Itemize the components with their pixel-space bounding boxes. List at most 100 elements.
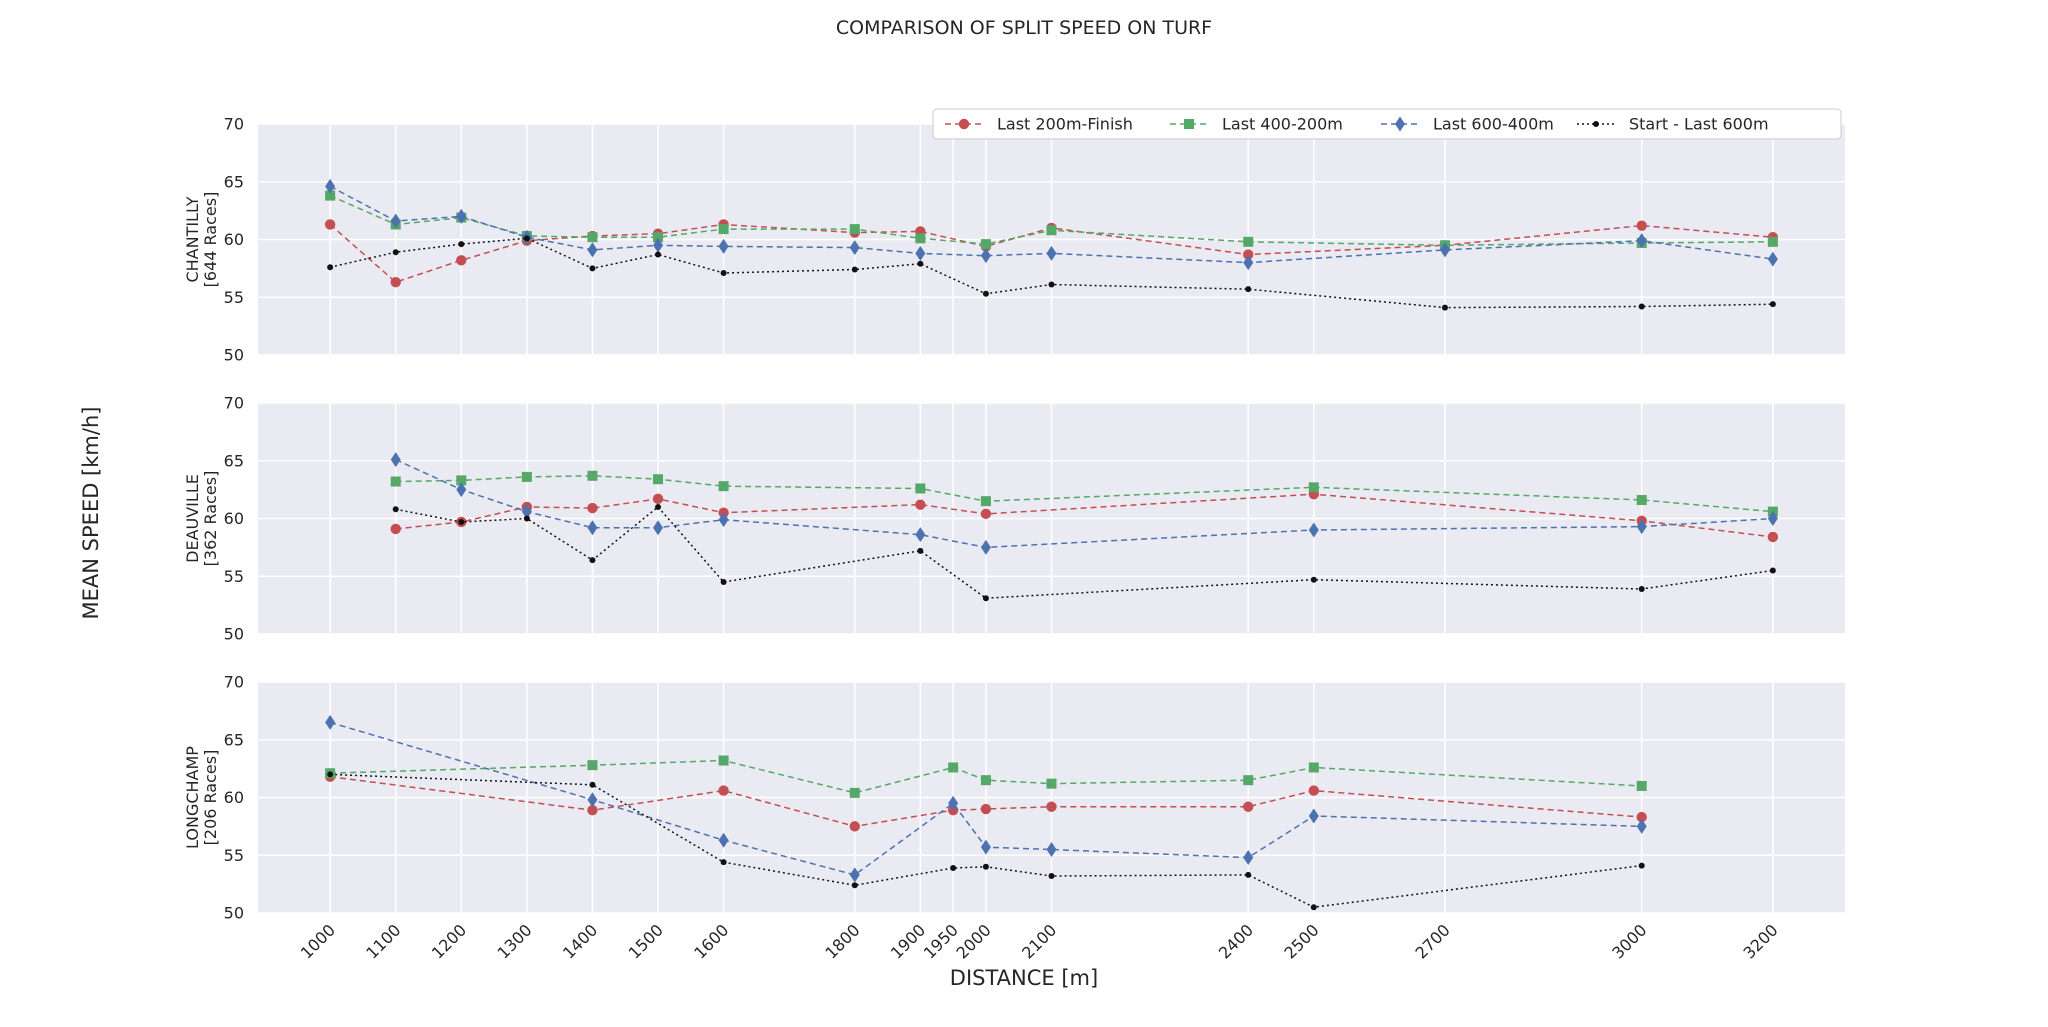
data-point <box>982 595 989 602</box>
data-point <box>325 178 336 194</box>
data-point <box>980 839 991 855</box>
data-point <box>1767 511 1778 526</box>
data-point <box>1308 808 1319 824</box>
data-point <box>849 821 860 832</box>
y-tick-label: 65 <box>224 172 244 191</box>
x-tick-label: 2500 <box>1280 920 1322 962</box>
data-point <box>1636 495 1647 506</box>
data-point <box>1243 236 1254 247</box>
x-tick-label: 1900 <box>887 920 929 962</box>
x-tick-label: 1300 <box>493 920 535 962</box>
data-point <box>1767 251 1778 267</box>
data-point <box>1243 850 1254 866</box>
data-point <box>587 760 598 771</box>
data-point <box>980 239 991 250</box>
data-point <box>587 520 598 536</box>
data-point <box>950 864 957 871</box>
data-point <box>980 803 992 815</box>
data-point <box>980 248 991 264</box>
legend-label: Last 200m-Finish <box>997 115 1133 134</box>
data-point <box>849 240 860 256</box>
y-tick-label: 60 <box>224 230 244 249</box>
data-point <box>1308 522 1319 538</box>
data-point <box>521 504 532 520</box>
x-tick-label: 1200 <box>428 920 470 962</box>
data-point <box>327 264 334 271</box>
data-point <box>720 269 727 276</box>
data-point <box>1046 778 1057 789</box>
data-point <box>390 523 401 535</box>
series-line <box>330 773 1642 908</box>
legend: Last 200m-Finish Last 400-200m Last 600-40… <box>932 108 1842 140</box>
data-point <box>1048 873 1055 880</box>
legend-marker <box>1593 121 1599 127</box>
legend-item: Last 600-400m <box>1381 115 1554 134</box>
data-point <box>652 493 664 505</box>
legend-label: Start - Last 600m <box>1629 115 1769 134</box>
series-last-600-400m <box>325 178 1778 271</box>
series-last-600-400m <box>390 452 1778 555</box>
legend-label: Last 600-400m <box>1433 115 1554 134</box>
data-point <box>1048 281 1055 288</box>
data-point <box>718 224 729 235</box>
data-point <box>521 471 532 482</box>
data-point <box>390 277 401 288</box>
data-point <box>587 242 598 258</box>
data-point <box>390 213 401 229</box>
data-point <box>456 255 467 266</box>
y-tick-label: 60 <box>224 509 244 528</box>
data-point <box>1245 871 1252 878</box>
data-point <box>1046 801 1057 812</box>
data-point <box>982 863 989 870</box>
chart-title: COMPARISON OF SPLIT SPEED ON TURF <box>836 17 1212 39</box>
series-line <box>329 721 1642 876</box>
data-point <box>1243 801 1254 812</box>
legend-marker <box>958 118 970 130</box>
data-point <box>851 266 858 273</box>
data-point <box>1636 780 1647 791</box>
data-point <box>915 527 926 543</box>
y-axis-label: MEAN SPEED [km/h] <box>79 407 103 620</box>
panel-name-label: CHANTILLY <box>183 196 202 282</box>
series-start-last-600m <box>327 235 1776 311</box>
data-point <box>653 232 664 243</box>
data-point <box>980 775 991 786</box>
panel-longchamp: 50 55 60 65 70 LONGCHAMP [206 Races] <box>183 673 1845 923</box>
data-point <box>915 483 926 494</box>
data-point <box>917 260 924 267</box>
series-line <box>330 759 1642 794</box>
data-point <box>523 235 530 242</box>
data-point <box>1769 567 1776 574</box>
data-point <box>456 208 467 224</box>
data-point <box>1638 585 1645 592</box>
legend-marker <box>1184 119 1194 129</box>
data-point <box>653 474 664 485</box>
x-tick-label: 1600 <box>690 920 732 962</box>
data-point <box>1243 249 1254 260</box>
data-point <box>1636 220 1647 231</box>
data-point <box>1636 811 1647 823</box>
data-point <box>324 219 336 230</box>
data-point <box>849 224 860 235</box>
data-point <box>327 771 334 778</box>
data-point <box>718 238 729 254</box>
panel-race-count-label: [362 Races] <box>201 471 220 567</box>
y-tick-label: 65 <box>224 451 244 470</box>
x-tick-label: 2000 <box>953 920 995 962</box>
y-tick-label: 70 <box>224 394 244 413</box>
data-point <box>1638 303 1645 310</box>
data-point <box>948 795 959 811</box>
panel-name-label: LONGCHAMP <box>183 746 202 849</box>
x-tick-label: 1800 <box>821 920 863 962</box>
data-point <box>948 762 959 773</box>
x-tick-label: 1400 <box>559 920 601 962</box>
data-point <box>718 755 729 766</box>
data-point <box>980 496 991 507</box>
data-point <box>720 579 727 586</box>
data-point <box>980 539 991 555</box>
data-point <box>851 882 858 889</box>
data-point <box>523 515 530 522</box>
data-point <box>1636 233 1647 249</box>
data-point <box>849 867 860 883</box>
data-point <box>718 832 729 848</box>
